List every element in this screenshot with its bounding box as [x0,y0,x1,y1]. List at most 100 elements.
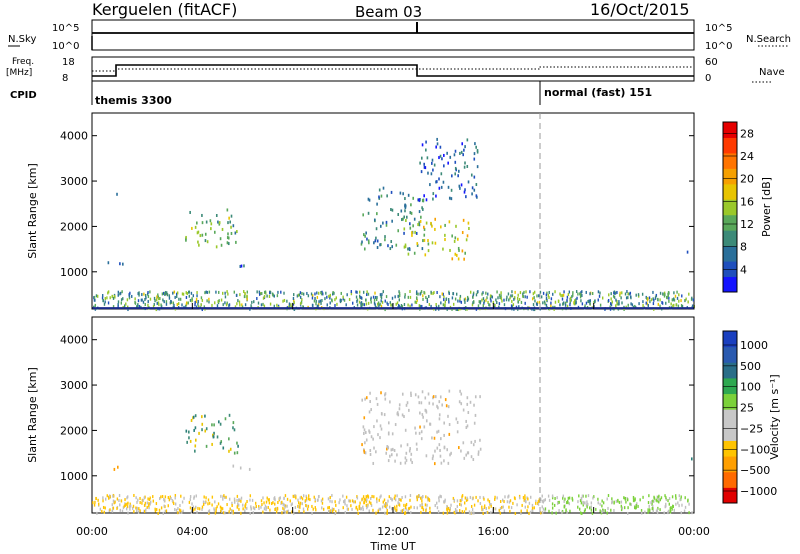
echo-cell [362,290,365,294]
echo-cell [120,301,123,305]
echo-cell [377,301,380,305]
echo-cell [456,509,458,513]
echo-cell [570,298,572,302]
echo-cell [278,497,281,501]
echo-cell [120,298,123,302]
echo-cell [422,294,424,298]
echo-cell [419,307,421,311]
echo-cell [139,501,141,505]
echo-cell [293,301,295,305]
echo-cell [532,303,535,307]
echo-cell [366,290,368,294]
echo-cell [457,257,460,261]
echo-cell [176,295,178,299]
echo-cell [447,161,449,165]
echo-cell [133,510,135,514]
echo-cell [373,301,376,305]
echo-cell [361,443,363,447]
echo-cell [372,437,374,441]
echo-cell [116,506,118,510]
echo-cell [305,494,307,498]
echo-cell [440,301,442,305]
echo-cell [390,453,393,457]
echo-cell [175,292,178,296]
echo-cell [363,416,366,420]
echo-cell [269,291,271,295]
echo-cell [599,509,601,513]
echo-cell [397,294,399,298]
echo-cell [395,302,397,306]
echo-cell [421,247,424,251]
echo-cell [404,506,407,510]
echo-cell [623,496,625,500]
echo-cell [266,294,268,298]
echo-cell [455,417,458,421]
echo-cell [342,297,344,301]
echo-cell [692,298,695,302]
echo-cell [148,502,150,506]
echo-cell [305,503,307,507]
echo-cell [421,390,424,394]
echo-cell [418,431,421,435]
echo-cell [626,289,628,293]
echo-cell [479,501,482,505]
echo-cell [647,510,649,514]
echo-cell [457,308,460,312]
echo-cell [385,451,388,455]
echo-cell [292,297,295,301]
echo-cell [653,495,655,499]
echo-cell [306,291,308,295]
echo-cell [309,498,311,502]
echo-cell [208,300,210,304]
echo-cell [517,293,519,297]
echo-cell [415,292,418,296]
echo-cell [590,501,593,505]
echo-cell [634,497,636,501]
echo-cell [672,304,674,308]
echo-cell [423,194,425,198]
echo-cell [363,428,366,432]
echo-cell [164,291,167,295]
echo-cell [463,190,466,194]
nsky-label: N.Sky [8,34,36,45]
echo-cell [456,430,459,434]
echo-cell [215,290,217,294]
echo-cell [378,304,380,308]
echo-cell [391,498,393,502]
echo-cell [422,415,424,419]
echo-cell [402,217,404,221]
echo-cell [300,495,302,499]
echo-cell [291,502,293,506]
echo-cell [597,497,599,501]
echo-cell [444,303,446,307]
echo-cell [676,296,679,300]
echo-cell [316,304,319,308]
echo-cell [410,452,413,456]
echo-cell [205,496,207,500]
echo-cell [264,290,267,294]
echo-cell [269,508,271,512]
echo-cell [201,213,203,217]
echo-cell [468,510,471,514]
echo-cell [518,297,521,301]
echo-cell [584,501,586,505]
echo-cell [252,511,255,515]
echo-cell [398,407,401,411]
echo-cell [342,500,345,504]
echo-cell [466,451,469,455]
echo-cell [447,405,450,409]
echo-cell [564,497,566,501]
echo-cell [343,500,346,504]
echo-cell [227,292,229,296]
echo-cell [473,300,475,304]
echo-cell [363,303,366,307]
echo-cell [569,300,571,304]
echo-cell [211,442,213,446]
echo-cell [185,235,187,239]
echo-cell [657,297,659,301]
echo-cell [407,295,410,299]
echo-cell [208,297,210,301]
echo-cell [155,502,158,506]
echo-cell [204,429,207,433]
echo-cell [157,295,159,299]
